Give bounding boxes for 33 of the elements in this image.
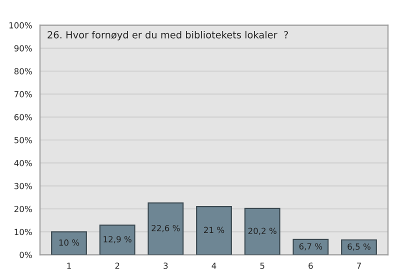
data-label: 10 % — [59, 239, 80, 246]
text: 26. Hvor fornøyd er du med bibliotekets lokaler ? — [48, 30, 288, 40]
x-tick-label: 7 — [357, 262, 361, 269]
bar — [244, 208, 280, 255]
bar — [292, 238, 329, 255]
bar — [148, 202, 184, 255]
y-tick-label: 40% — [14, 160, 32, 166]
x-tick-label: 5 — [260, 262, 264, 269]
y-tick-label: 0% — [20, 252, 32, 258]
bar — [341, 239, 377, 255]
y-tick-label: 70% — [14, 91, 32, 98]
y-tick-label: 20% — [14, 206, 32, 212]
data-label: 22,6 % — [152, 224, 180, 232]
data-label: 6,7 % — [299, 243, 322, 250]
x-tick-label: 2 — [115, 262, 120, 269]
y-tick-label: 50% — [14, 136, 32, 144]
x-tick-label: 3 — [164, 262, 168, 269]
data-label: 12,9 % — [104, 236, 132, 244]
y-tick-label: 80% — [14, 68, 32, 74]
bar — [99, 224, 136, 255]
bar — [196, 206, 232, 255]
y-tick-label: 60% — [14, 114, 32, 120]
x-tick-label: 4 — [212, 262, 216, 269]
data-label: 21 % — [204, 226, 224, 234]
x-tick-label: 1 — [67, 262, 71, 269]
y-tick-label: 10% — [14, 228, 32, 236]
bar — [51, 231, 87, 255]
data-label: 6,5 % — [348, 243, 370, 251]
data-label: 20,2 % — [248, 228, 276, 235]
x-tick-label: 6 — [308, 262, 313, 269]
y-tick-label: 100% — [9, 22, 32, 28]
y-tick-label: 90% — [14, 45, 32, 52]
y-tick-label: 30% — [14, 182, 32, 190]
